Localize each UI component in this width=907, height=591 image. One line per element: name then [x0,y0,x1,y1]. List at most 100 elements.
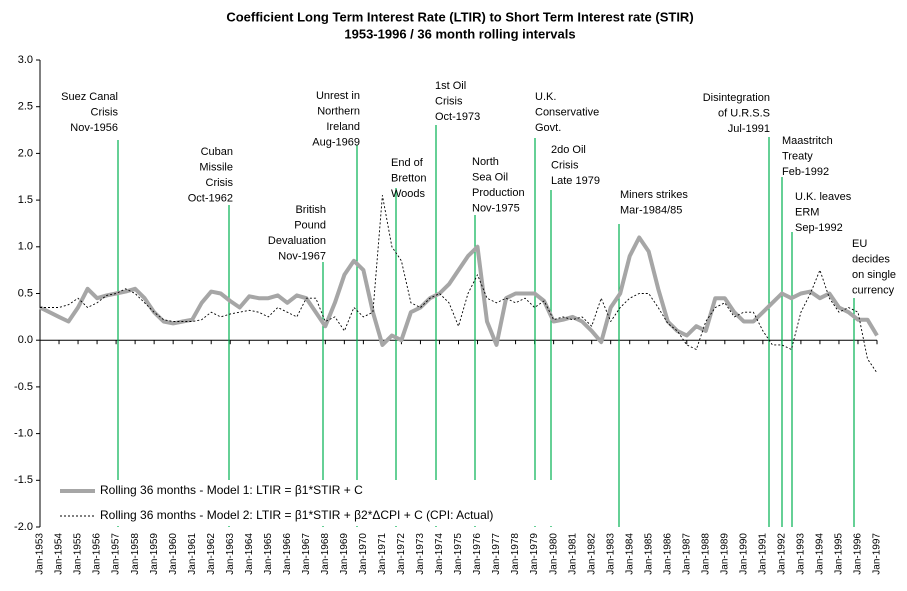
x-tick-label: Jan-1963 [225,533,236,575]
annotation-text: British [295,204,326,216]
series-line [39,235,879,347]
annotation-text: Conservative [535,106,599,118]
y-tick-label: 2.0 [18,147,33,159]
y-tick-label: -1.0 [14,428,33,440]
x-tick-label: Jan-1960 [168,533,179,575]
x-tick-label: Jan-1996 [853,533,864,575]
x-tick-label: Jan-1968 [320,533,331,575]
annotation-text: Govt. [535,122,561,134]
chart-subtitle: 1953-1996 / 36 month rolling intervals [344,26,575,41]
x-tick-label: Jan-1989 [719,533,730,575]
annotation-text: currency [852,284,895,296]
x-tick-label: Jan-1974 [434,533,445,575]
y-tick-label: 1.0 [18,241,33,253]
annotation-text: Crisis [435,95,463,107]
x-tick-label: Jan-1985 [643,533,654,575]
annotation-text: Late 1979 [551,175,600,187]
annotation-text: Miners strikes [620,189,688,201]
annotation-text: of U.R.S.S [718,107,770,119]
y-tick-label: -1.5 [14,474,33,486]
annotation-text: Nov-1956 [70,122,118,134]
x-tick-label: Jan-1981 [567,533,578,575]
annotation-text: Production [472,187,525,199]
x-tick-label: Jan-1954 [54,533,65,575]
x-tick-label: Jan-1956 [92,533,103,575]
annotation-text: Crisis [206,177,234,189]
chart-title: Coefficient Long Term Interest Rate (LTI… [226,9,693,24]
annotation-text: decides [852,253,890,265]
annotation-text: North [472,156,499,168]
y-tick-label: -2.0 [14,521,33,533]
annotation-text: ERM [795,206,819,218]
x-tick-label: Jan-1982 [586,533,597,575]
annotation-text: 2do Oil [551,144,586,156]
x-tick-label: Jan-1993 [796,533,807,575]
x-tick-label: Jan-1965 [263,533,274,575]
annotation-text: Aug-1969 [312,136,360,148]
y-tick-label: -0.5 [14,381,33,393]
annotation-text: Sea Oil [472,171,508,183]
annotation-text: Ireland [326,121,360,133]
x-tick-label: Jan-1962 [206,533,217,575]
x-tick-label: Jan-1983 [605,533,616,575]
annotation-text: Maastritch [782,135,833,147]
annotation-text: Feb-1992 [782,166,829,178]
x-tick-label: Jan-1992 [777,533,788,575]
x-tick-label: Jan-1953 [35,533,46,575]
x-tick-label: Jan-1955 [73,533,84,575]
annotation-text: Nov-1975 [472,202,520,214]
annotation-text: Cuban [201,146,233,158]
annotation-text: Devaluation [268,235,326,247]
annotation-text: Crisis [91,106,119,118]
annotation-text: Nov-1967 [278,250,326,262]
x-tick-label: Jan-1997 [872,533,883,575]
annotation-text: Jul-1991 [728,123,770,135]
annotation-text: Woods [391,188,426,200]
x-tick-label: Jan-1970 [358,533,369,575]
annotation-text: Pound [294,219,326,231]
annotation-text: Oct-1973 [435,111,480,123]
x-tick-label: Jan-1994 [815,533,826,575]
x-tick-label: Jan-1979 [529,533,540,575]
annotation-text: 1st Oil [435,80,466,92]
y-tick-label: 0.0 [18,334,33,346]
x-tick-label: Jan-1972 [396,533,407,575]
annotation-text: Sep-1992 [795,222,843,234]
annotation-text: U.K. [535,91,556,103]
annotation-text: on single [852,269,896,281]
y-tick-label: 0.5 [18,287,33,299]
annotation-text: Crisis [551,159,579,171]
legend-box [55,480,595,526]
x-tick-label: Jan-1957 [111,533,122,575]
x-tick-label: Jan-1973 [415,533,426,575]
annotation-text: EU [852,238,867,250]
x-tick-label: Jan-1978 [510,533,521,575]
annotation-text: Missile [199,161,233,173]
annotation-text: Unrest in [316,90,360,102]
x-tick-label: Jan-1984 [624,533,635,575]
y-tick-label: 1.5 [18,194,33,206]
x-tick-label: Jan-1977 [491,533,502,575]
x-tick-label: Jan-1959 [149,533,160,575]
series-line [40,194,878,374]
y-tick-label: 2.5 [18,101,33,113]
annotation-text: U.K. leaves [795,191,852,203]
annotation-text: Treaty [782,150,813,162]
annotation-text: Bretton [391,172,426,184]
y-tick-label: 3.0 [18,54,33,66]
annotation-text: Suez Canal [61,91,118,103]
legend-label: Rolling 36 months - Model 1: LTIR = β1*S… [100,483,363,497]
x-tick-label: Jan-1990 [738,533,749,575]
x-tick-label: Jan-1958 [130,533,141,575]
x-tick-label: Jan-1976 [472,533,483,575]
annotation-text: End of [391,157,424,169]
x-tick-label: Jan-1961 [187,533,198,575]
x-tick-label: Jan-1969 [339,533,350,575]
legend-label: Rolling 36 months - Model 2: LTIR = β1*S… [100,508,493,522]
x-tick-label: Jan-1987 [681,533,692,575]
x-tick-label: Jan-1966 [282,533,293,575]
x-tick-label: Jan-1995 [834,533,845,575]
x-tick-label: Jan-1971 [377,533,388,575]
annotation-text: Oct-1962 [188,192,233,204]
